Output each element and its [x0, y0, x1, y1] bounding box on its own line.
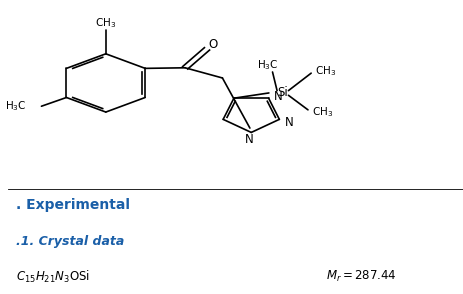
- Text: N: N: [274, 90, 282, 103]
- Text: O: O: [208, 38, 217, 51]
- Text: N: N: [244, 133, 253, 146]
- Text: $M_r = 287.44$: $M_r = 287.44$: [325, 269, 396, 284]
- Text: Si: Si: [277, 86, 288, 99]
- Text: . Experimental: . Experimental: [16, 198, 130, 212]
- Text: CH$_3$: CH$_3$: [314, 64, 336, 78]
- Text: H$_3$C: H$_3$C: [257, 59, 278, 73]
- Text: .1. Crystal data: .1. Crystal data: [16, 235, 124, 248]
- Text: CH$_3$: CH$_3$: [311, 105, 332, 119]
- Text: N: N: [284, 116, 293, 129]
- Text: $\mathit{C}_{15}\mathit{H}_{21}\mathit{N}_3\mathrm{OSi}$: $\mathit{C}_{15}\mathit{H}_{21}\mathit{N…: [16, 268, 90, 285]
- Text: CH$_3$: CH$_3$: [95, 17, 116, 30]
- Text: H$_3$C: H$_3$C: [5, 99, 27, 113]
